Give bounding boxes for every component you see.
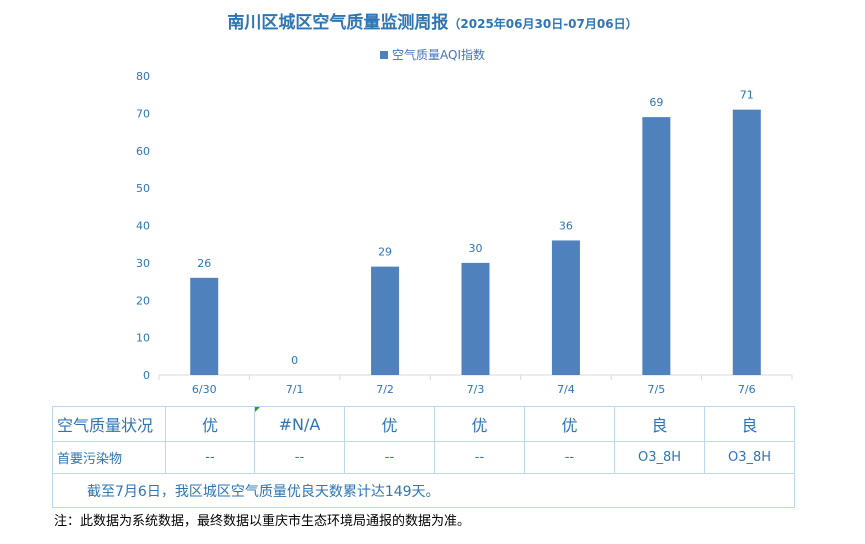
pollutant-cell: -- [344, 441, 435, 474]
bar-chart: 0 10 20 30 40 50 60 70 80 26 6/30 0 7/1 29 7/2 30 7/3 36 7… [136, 70, 793, 396]
bar [642, 117, 671, 376]
pollutant-cell: O3_8H [704, 441, 795, 474]
y-tick-label: 0 [143, 369, 150, 382]
x-tick-label: 7/6 [738, 383, 756, 396]
y-tick-label: 30 [136, 257, 150, 270]
data-label: 0 [291, 354, 298, 367]
quality-cell: 优 [344, 406, 435, 442]
quality-cell: 优 [165, 406, 255, 442]
x-tick-label: 6/30 [192, 383, 217, 396]
data-label: 30 [469, 242, 483, 255]
y-tick-label: 50 [136, 182, 150, 195]
summary-row: 截至7月6日，我区城区空气质量优良天数累计达149天。 [52, 473, 795, 508]
y-tick-label: 10 [136, 332, 150, 345]
bar [732, 109, 761, 375]
x-tick-label: 7/4 [557, 383, 575, 396]
bar [551, 240, 580, 375]
bar [461, 262, 490, 375]
x-tick-label: 7/3 [467, 383, 485, 396]
pollutant-row: 首要污染物 -- -- -- -- -- O3_8H O3_8H [52, 441, 795, 474]
air-quality-table: 空气质量状况 优 #N/A 优 优 优 良 良 首要污染物 -- -- -- -… [52, 406, 795, 508]
legend-swatch [380, 51, 388, 59]
x-tick-label: 7/2 [376, 383, 394, 396]
footnote: 注：此数据为系统数据，最终数据以重庆市生态环境局通报的数据为准。 [54, 514, 471, 529]
y-tick-label: 70 [136, 107, 150, 120]
x-tick-label: 7/1 [286, 383, 304, 396]
error-flag-icon [255, 407, 260, 412]
data-label: 71 [740, 89, 754, 102]
legend-label: 空气质量AQI指数 [392, 48, 485, 62]
title-main: 南川区城区空气质量监测周报 [227, 13, 449, 33]
bar [190, 277, 219, 375]
quality-row: 空气质量状况 优 #N/A 优 优 优 良 良 [52, 406, 795, 442]
quality-cell: #N/A [254, 406, 345, 442]
y-tick-label: 80 [136, 70, 150, 83]
pollutant-cell: -- [165, 441, 255, 474]
y-tick-label: 40 [136, 220, 150, 233]
bar [371, 266, 400, 375]
data-label: 36 [559, 219, 573, 232]
y-tick-label: 60 [136, 145, 150, 158]
pollutant-cell: -- [524, 441, 615, 474]
pollutant-cell: O3_8H [614, 441, 705, 474]
quality-cell: 优 [434, 406, 525, 442]
pollutant-row-header: 首要污染物 [52, 441, 166, 474]
data-label: 26 [197, 257, 211, 270]
data-label: 29 [378, 246, 392, 259]
pollutant-cell: -- [254, 441, 345, 474]
pollutant-cell: -- [434, 441, 525, 474]
quality-cell: 良 [614, 406, 705, 442]
quality-row-header: 空气质量状况 [52, 406, 166, 442]
chart-title: 南川区城区空气质量监测周报（2025年06月30日-07月06日） [0, 8, 865, 33]
y-tick-label: 20 [136, 294, 150, 307]
quality-cell: 优 [524, 406, 615, 442]
data-label: 69 [649, 96, 663, 109]
x-tick-label: 7/5 [648, 383, 666, 396]
chart-legend: 空气质量AQI指数 [0, 46, 865, 63]
quality-cell: 良 [704, 406, 795, 442]
summary-text: 截至7月6日，我区城区空气质量优良天数累计达149天。 [52, 473, 795, 508]
title-date-range: （2025年06月30日-07月06日） [448, 17, 638, 31]
